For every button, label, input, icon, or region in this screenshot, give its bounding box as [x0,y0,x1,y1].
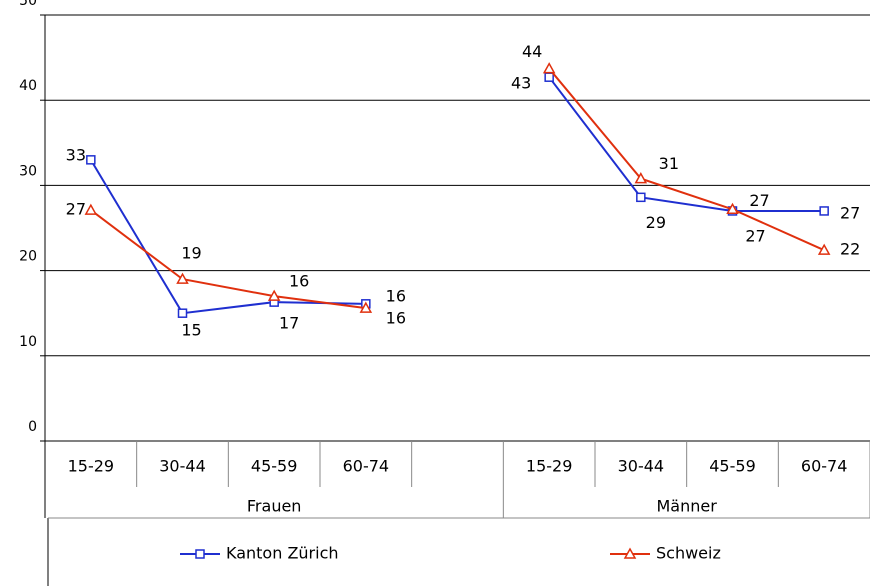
group-label: Männer [657,497,718,516]
data-label: 27 [840,203,860,222]
marker [544,72,554,82]
marker [819,206,829,216]
data-label: 16 [386,309,406,328]
data-label: 15 [181,321,201,340]
legend-label: Schweiz [656,544,721,563]
series-line [90,68,825,310]
y-tick-label: 10 [19,334,37,350]
y-tick-label: 50 [19,0,37,9]
legend-label: Kanton Zürich [226,544,339,563]
data-label: 17 [279,314,299,333]
marker [176,272,189,284]
x-tick-label: 60-74 [801,457,848,476]
marker [359,301,373,313]
x-tick-label: 30-44 [159,457,206,476]
y-tick-label: 20 [19,249,37,265]
marker [623,547,637,559]
y-tick-label: 0 [28,419,37,435]
data-label: 43 [511,74,531,93]
marker [542,62,556,74]
data-label: 22 [840,240,860,259]
marker [86,155,96,165]
marker [267,289,281,301]
data-label: 29 [646,213,666,232]
group-label: Frauen [247,497,302,516]
marker [195,549,205,559]
y-tick-label: 40 [19,78,37,94]
series-line [89,76,825,315]
data-label: 27 [66,200,86,219]
data-label: 33 [66,145,86,164]
y-tick-label: 30 [19,163,37,179]
data-label: 31 [659,154,679,173]
x-tick-label: 15-29 [526,457,573,476]
marker [817,243,831,255]
data-label: 16 [289,272,309,291]
data-label: 27 [745,226,765,245]
x-tick-label: 15-29 [68,457,115,476]
x-tick-label: 30-44 [618,457,665,476]
marker [636,192,646,203]
data-label: 44 [522,42,542,61]
marker [634,172,648,184]
x-tick-label: 45-59 [251,457,298,476]
data-label: 27 [749,191,769,210]
marker [177,308,188,318]
x-tick-label: 45-59 [709,457,756,476]
data-label: 16 [386,286,406,305]
data-label: 19 [181,244,201,263]
marker [84,203,98,215]
x-tick-label: 60-74 [343,457,390,476]
marker [726,202,739,215]
